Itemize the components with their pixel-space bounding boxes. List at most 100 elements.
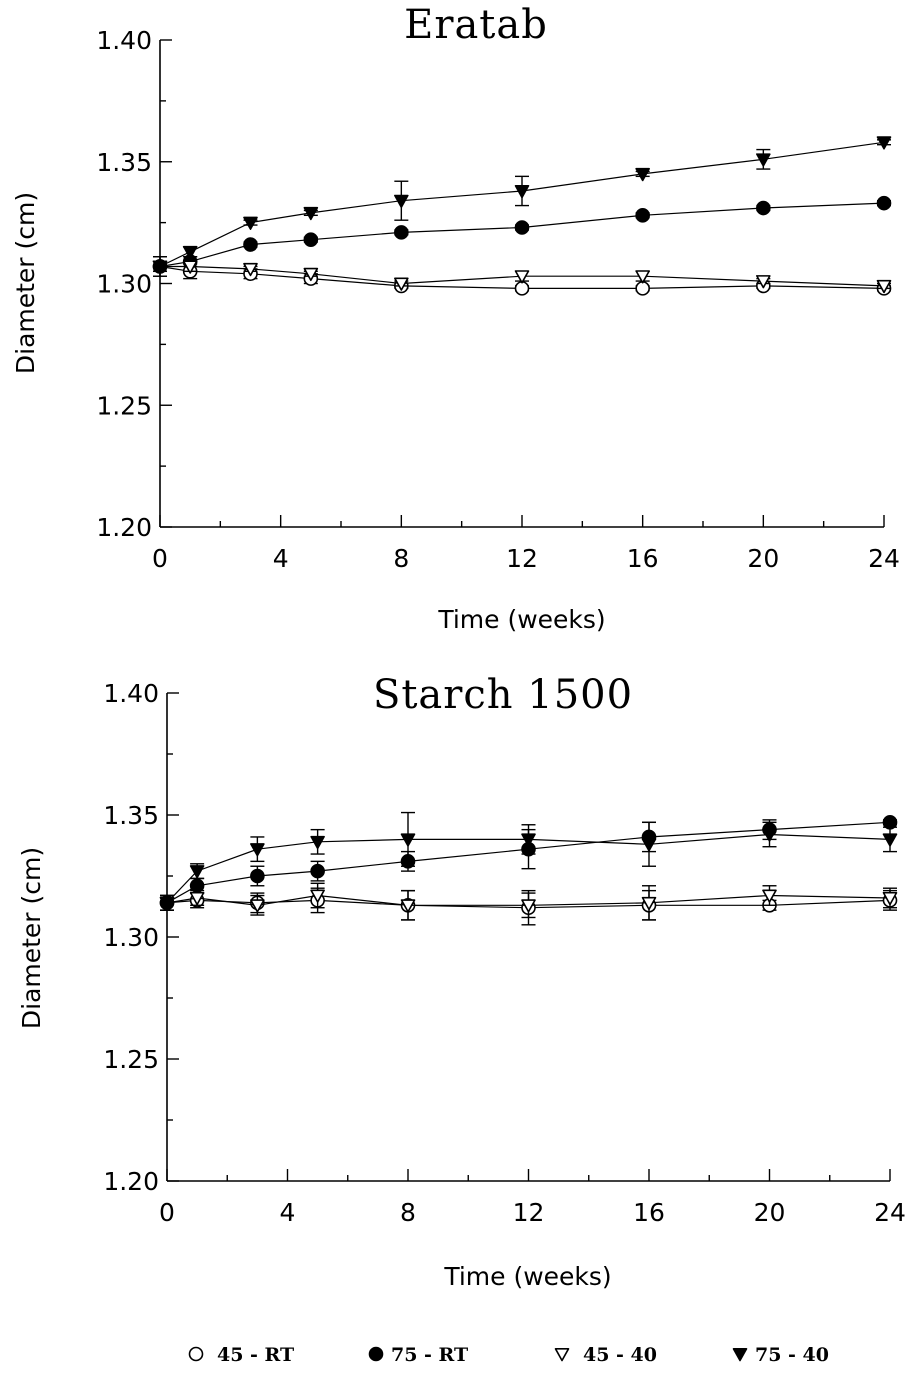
filled-circle-marker	[756, 200, 771, 216]
filled-triangle-marker	[882, 833, 898, 847]
y-tick-label: 1.40	[96, 26, 152, 55]
open-triangle-marker	[310, 889, 325, 903]
filled-triangle-marker	[641, 838, 657, 852]
open-triangle-marker	[882, 891, 898, 906]
plot-area	[159, 811, 898, 926]
filled-triangle-marker	[756, 153, 771, 167]
open-circle-marker	[635, 281, 650, 296]
y-tick-label: 1.20	[96, 513, 152, 542]
triangle-down-filled-marker-icon	[732, 1348, 748, 1362]
open-triangle-marker	[189, 891, 205, 906]
filled-triangle-marker	[876, 136, 892, 150]
legend-item-45-rt: 45 - RT	[188, 1344, 294, 1366]
legend-label: 45 - RT	[217, 1344, 294, 1366]
y-axis-title: Diameter (cm)	[17, 847, 46, 1029]
open-triangle-marker	[641, 896, 657, 911]
circle-filled-marker-icon	[368, 1346, 384, 1362]
x-tick-label: 8	[400, 1198, 416, 1227]
legend-item-75-rt: 75 - RT	[368, 1344, 468, 1366]
open-triangle-marker	[182, 260, 198, 274]
filled-triangle-marker	[732, 1348, 748, 1362]
filled-circle-marker	[394, 225, 409, 240]
series-line	[159, 202, 885, 268]
open-circle-marker	[514, 281, 530, 296]
x-axis-title: Time (weeks)	[437, 605, 605, 634]
axis-ticks: 1.20 1.25 1.30 1.35 1.40 0 4 8 12 16 20 24	[103, 679, 906, 1227]
circle-open-marker-icon	[188, 1346, 204, 1362]
legend: 45 - RT 75 - RT 45 - 40 75 - 40	[188, 1344, 829, 1366]
x-tick-label: 0	[159, 1198, 175, 1227]
filled-triangle-marker	[635, 167, 650, 182]
filled-triangle-marker	[394, 194, 409, 209]
legend-item-45-40: 45 - 40	[554, 1344, 657, 1366]
open-triangle-marker	[303, 267, 319, 282]
chart-panel-eratab: Eratab Diameter (cm) Time (weeks) 1.201.…	[11, 2, 900, 634]
open-triangle-marker	[756, 275, 771, 289]
y-axis-title: Diameter (cm)	[11, 192, 40, 374]
filled-circle-marker	[514, 220, 530, 235]
open-triangle-marker	[762, 889, 777, 903]
filled-triangle-marker	[182, 245, 198, 260]
filled-circle-marker	[876, 195, 892, 211]
filled-circle-marker	[243, 237, 258, 252]
x-tick-label: 4	[280, 1198, 296, 1227]
filled-circle-marker	[635, 208, 650, 223]
x-tick-label: 4	[273, 544, 289, 573]
filled-triangle-marker	[243, 216, 258, 230]
open-triangle-marker	[554, 1348, 570, 1362]
filled-triangle-marker	[310, 835, 325, 850]
chart-panel-starch-1500: Starch 1500 Diameter (cm) Time (weeks) 1…	[17, 672, 906, 1291]
x-tick-label: 20	[747, 544, 779, 573]
y-tick-label: 1.30	[96, 270, 152, 299]
y-tick-label: 1.35	[103, 801, 159, 830]
filled-triangle-marker	[250, 843, 265, 857]
x-axis-title: Time (weeks)	[443, 1262, 611, 1291]
filled-triangle-marker	[762, 828, 777, 842]
chart-title: Starch 1500	[373, 672, 633, 718]
axis-ticks: 1.20 1.25 1.30 1.35 1.40 0 4 8 12 16 20 24	[96, 26, 900, 573]
open-triangle-marker	[400, 899, 416, 913]
open-triangle-marker	[243, 262, 258, 277]
series-75-40	[152, 136, 892, 274]
x-tick-label: 16	[627, 544, 659, 573]
y-tick-label: 1.25	[103, 1045, 159, 1074]
x-tick-label: 24	[868, 544, 900, 573]
x-tick-label: 12	[513, 1198, 545, 1227]
open-triangle-marker	[514, 270, 530, 284]
x-tick-label: 12	[506, 544, 538, 573]
open-triangle-marker	[250, 899, 265, 913]
series-75-40	[159, 811, 898, 911]
filled-circle-marker	[368, 1346, 384, 1362]
filled-triangle-marker	[514, 184, 530, 199]
open-triangle-marker	[394, 277, 409, 291]
y-tick-label: 1.25	[96, 391, 152, 420]
y-tick-label: 1.30	[103, 923, 159, 952]
filled-triangle-marker	[303, 206, 319, 221]
chart-title: Eratab	[404, 2, 548, 48]
legend-item-75-40: 75 - 40	[732, 1344, 829, 1366]
x-tick-label: 20	[754, 1198, 786, 1227]
legend-label: 75 - 40	[755, 1344, 829, 1366]
filled-circle-marker	[310, 863, 325, 879]
filled-triangle-marker	[521, 833, 536, 847]
series-45-40	[159, 882, 898, 921]
open-circle-marker	[188, 1346, 204, 1362]
plot-area	[152, 136, 892, 296]
x-tick-label: 8	[393, 544, 409, 573]
x-tick-label: 24	[874, 1198, 906, 1227]
open-triangle-marker	[521, 899, 536, 913]
filled-circle-marker	[250, 868, 265, 884]
legend-label: 45 - 40	[583, 1344, 657, 1366]
series-75-rt	[152, 195, 892, 277]
open-triangle-marker	[635, 270, 650, 284]
filled-triangle-marker	[152, 260, 168, 274]
filled-triangle-marker	[400, 833, 416, 847]
filled-circle-marker	[303, 232, 319, 247]
filled-triangle-marker	[159, 896, 175, 911]
filled-triangle-marker	[189, 865, 205, 879]
x-tick-label: 16	[633, 1198, 665, 1227]
x-tick-label: 0	[152, 544, 168, 573]
triangle-down-open-marker-icon	[554, 1348, 570, 1362]
open-triangle-marker	[876, 279, 892, 294]
y-tick-label: 1.35	[96, 148, 152, 177]
